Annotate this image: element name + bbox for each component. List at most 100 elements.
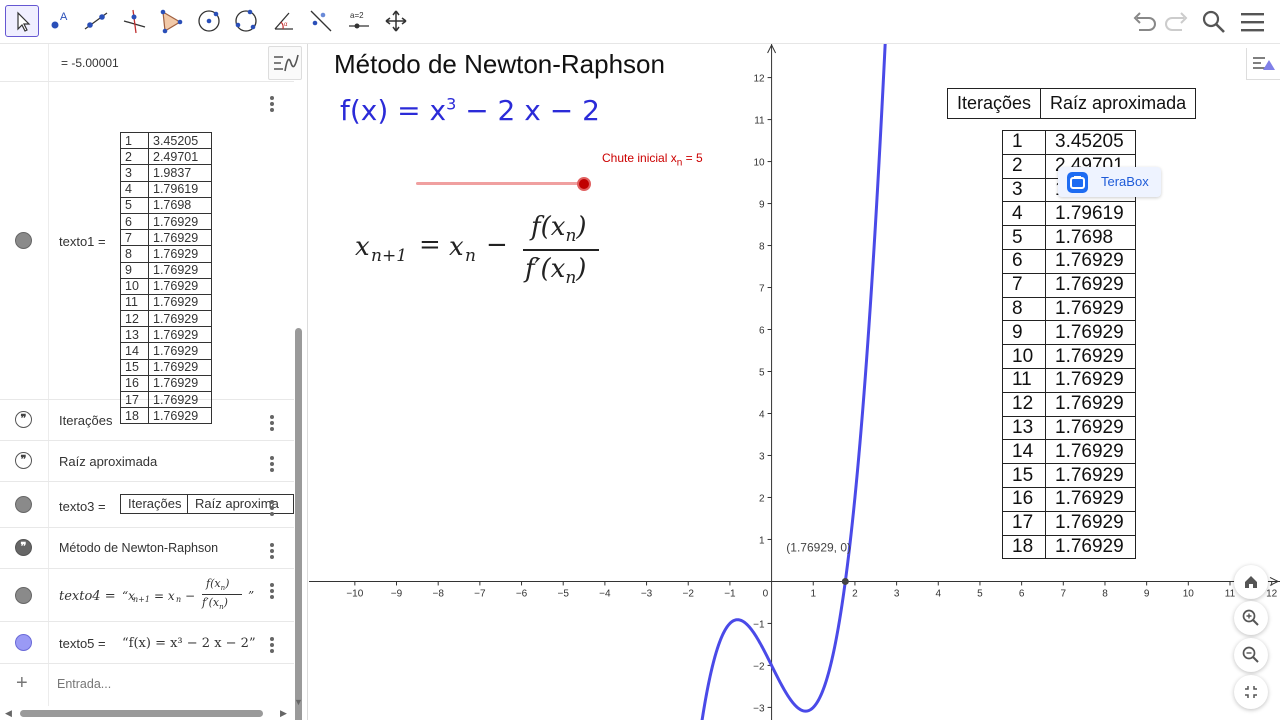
texto3-cell: Raíz aproxima xyxy=(195,496,279,511)
x-tick-label: 12 xyxy=(1266,588,1278,599)
quote-icon[interactable]: ❞ xyxy=(15,411,32,428)
x-tick-label: 1 xyxy=(810,588,816,599)
zoom-out-button[interactable] xyxy=(1234,638,1268,672)
more-options-icon[interactable] xyxy=(268,541,276,561)
y-tick-label: 3 xyxy=(759,451,765,462)
reflect-line-icon xyxy=(310,10,332,32)
visibility-toggle[interactable] xyxy=(15,587,32,604)
vertical-scrollbar[interactable] xyxy=(295,328,302,720)
iteration-cell: 4 xyxy=(120,180,149,198)
y-tick-label: 4 xyxy=(759,409,765,420)
horizontal-scrollbar[interactable] xyxy=(20,710,263,717)
move-tool-button[interactable] xyxy=(5,5,39,37)
algebra-description-toggle[interactable] xyxy=(268,46,302,80)
search-button[interactable] xyxy=(1199,8,1229,36)
x-tick-label: −9 xyxy=(391,588,403,599)
quote-icon[interactable]: ❞ xyxy=(15,452,32,469)
algebra-row-titulo[interactable]: ❞ Método de Newton-Raphson xyxy=(0,528,294,569)
move-graphics-tool-button[interactable] xyxy=(379,5,413,37)
polygon-tool-button[interactable] xyxy=(154,5,188,37)
fullscreen-exit-button[interactable] xyxy=(1234,675,1268,709)
slider-tool-button[interactable]: a=2 xyxy=(342,5,376,37)
approx-cell: 1.76929 xyxy=(1045,534,1136,560)
add-icon[interactable]: + xyxy=(16,672,28,694)
quote-icon[interactable]: ❞ xyxy=(15,539,32,556)
toolbar: A α a=2 xyxy=(0,0,1280,44)
redo-button[interactable] xyxy=(1162,8,1192,36)
function-curve xyxy=(700,44,887,720)
circle-center-tool-button[interactable] xyxy=(192,5,226,37)
visibility-toggle[interactable] xyxy=(15,232,32,249)
algebra-row-texto5[interactable]: texto5 = “f(x) = x³ − 2 x − 2” xyxy=(0,622,294,664)
slider-label-prefix: Chute inicial x xyxy=(602,151,677,165)
table-row: 5 1.7698 xyxy=(120,196,212,214)
input-bar[interactable]: Entrada... xyxy=(57,677,112,691)
texto5-value: “f(x) = x³ − 2 x − 2” xyxy=(122,636,256,651)
visibility-toggle[interactable] xyxy=(15,496,32,513)
approx-cell: 1.76929 xyxy=(1045,344,1136,369)
iteration-cell: 15 xyxy=(120,358,149,376)
algebra-row-texto3[interactable]: texto3 = Iterações Raíz aproxima xyxy=(0,482,294,528)
x-tick-label: 3 xyxy=(894,588,900,599)
texto1-label: texto1 = xyxy=(59,234,106,249)
function-plot[interactable]: −10 −9 −8 −7 −6 −5 −4 −3 −2 −1 1 2 3 4 5 6 7 8 9 10 11 120−3−… xyxy=(309,44,1280,720)
y-tick-label: 10 xyxy=(753,158,765,169)
collapse-icon xyxy=(1245,686,1257,698)
function-text-main: f(x) = x xyxy=(340,94,447,127)
terabox-logo-icon xyxy=(1067,172,1088,193)
scroll-right-icon[interactable]: ▶ xyxy=(280,708,287,718)
iteration-cell: 16 xyxy=(1002,486,1046,512)
approx-cell: 1.7698 xyxy=(1045,225,1136,250)
y-tick-label: −3 xyxy=(753,703,765,714)
undo-button[interactable] xyxy=(1129,8,1159,36)
iteration-cell: 14 xyxy=(1002,439,1046,465)
table-row: 7 1.76929 xyxy=(1002,272,1136,298)
point-tool-button[interactable]: A xyxy=(43,5,77,37)
more-options-icon[interactable] xyxy=(268,635,276,655)
cursor-arrow-icon xyxy=(17,11,31,32)
scroll-down-icon[interactable]: ▼ xyxy=(294,697,303,707)
table-row: 1 3.45205 xyxy=(120,131,212,150)
search-icon xyxy=(1202,10,1225,33)
iteration-cell: 17 xyxy=(1002,510,1046,536)
graphics-view[interactable]: −10 −9 −8 −7 −6 −5 −4 −3 −2 −1 1 2 3 4 5 6 7 8 9 10 11 12 0 −3−… xyxy=(309,44,1280,720)
x-tick-label: 6 xyxy=(1019,588,1025,599)
scroll-left-icon[interactable]: ◀ xyxy=(5,708,12,718)
menu-button[interactable] xyxy=(1238,8,1268,36)
circle-three-points-tool-button[interactable] xyxy=(229,5,263,37)
perpendicular-line-tool-button[interactable] xyxy=(117,5,151,37)
polygon-icon xyxy=(160,9,183,34)
algebra-row-value[interactable]: = -5.00001 xyxy=(0,44,302,82)
reflect-tool-button[interactable] xyxy=(304,5,338,37)
more-options-icon[interactable] xyxy=(268,413,276,433)
approx-cell: 1.76929 xyxy=(1045,510,1136,536)
y-tick-label: 2 xyxy=(759,493,765,504)
more-options-icon[interactable] xyxy=(268,454,276,474)
algebra-row-raiz[interactable]: ❞ Raíz aproximada xyxy=(0,441,294,482)
terabox-overlay-button[interactable]: TeraBox xyxy=(1058,167,1161,197)
approx-cell: 1.79619 xyxy=(1045,201,1136,227)
table-row: 6 1.76929 xyxy=(1002,248,1136,274)
x-tick-label: −5 xyxy=(558,588,570,599)
more-options-icon[interactable] xyxy=(268,94,276,114)
slider-track[interactable] xyxy=(416,182,585,185)
algebra-row-iteracoes[interactable]: ❞ Iterações xyxy=(0,400,294,441)
graphics-style-button[interactable] xyxy=(1246,48,1280,80)
line-tool-button[interactable] xyxy=(79,5,113,37)
iteration-cell: 1 xyxy=(1002,130,1046,155)
table-row: 12 1.76929 xyxy=(120,310,212,328)
more-options-icon[interactable] xyxy=(268,498,276,518)
zoom-in-button[interactable] xyxy=(1234,601,1268,635)
iteration-cell: 17 xyxy=(120,390,149,409)
more-options-icon[interactable] xyxy=(268,581,276,601)
raiz-text: Raíz aproximada xyxy=(59,454,158,469)
angle-tool-button[interactable]: α xyxy=(267,5,301,37)
algebra-input-row[interactable]: + Entrada... xyxy=(0,664,294,706)
home-button[interactable] xyxy=(1234,565,1268,599)
x-tick-label: 9 xyxy=(1144,588,1150,599)
approx-cell: 1.76929 xyxy=(148,390,212,409)
slider-handle[interactable] xyxy=(577,177,591,191)
visibility-toggle[interactable] xyxy=(15,634,32,651)
algebra-row-texto4[interactable]: texto4 = “x n+1 = x n − f(xn) f′(xn) ” xyxy=(0,569,294,622)
algebra-row-texto1[interactable]: texto1 = 1 3.45205 2 2.49701 3 1.9837 4 1.79619… xyxy=(0,82,294,425)
